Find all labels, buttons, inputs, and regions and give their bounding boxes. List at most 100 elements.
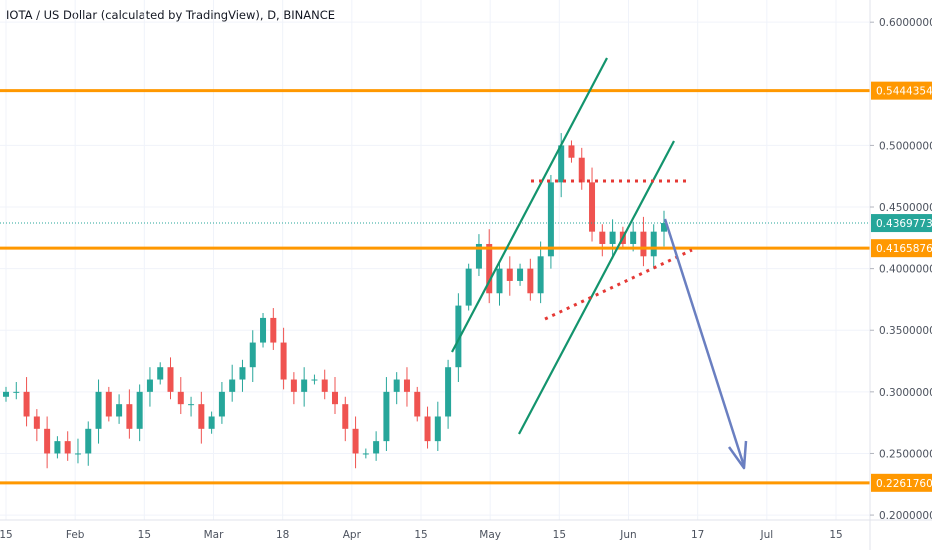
candle-body	[301, 379, 308, 392]
last-price-label: 0.43697731	[876, 218, 932, 230]
candle-body	[146, 379, 153, 392]
candle-body	[64, 441, 71, 454]
candle-body	[167, 367, 174, 392]
candle-body	[44, 428, 51, 454]
x-tick-label: Mar	[204, 529, 224, 541]
candle-body	[188, 404, 195, 406]
candle-body	[496, 268, 503, 294]
candle-body	[403, 379, 410, 392]
candle-body	[630, 231, 637, 244]
y-tick-label: 0.25000000	[879, 448, 932, 460]
trend-dotted-line	[544, 248, 693, 321]
x-tick-label: 18	[276, 529, 289, 541]
candle-body	[393, 379, 400, 392]
candle-body	[85, 428, 92, 454]
candle-body	[640, 231, 647, 257]
candle-body	[373, 441, 380, 454]
grid	[0, 0, 870, 520]
candle-body	[537, 256, 544, 294]
level-price-tag	[871, 239, 932, 258]
candle-body	[13, 391, 20, 393]
candle-body	[229, 379, 236, 392]
candle-body	[383, 391, 390, 442]
level-price-tag	[871, 473, 932, 492]
candle-body	[568, 145, 575, 158]
candle-body	[578, 157, 585, 183]
candle-body	[3, 391, 9, 397]
projection-arrow-head	[727, 440, 748, 470]
candle-body	[527, 268, 534, 294]
candle-body	[126, 404, 133, 429]
candle-body	[650, 231, 657, 257]
candle-body	[609, 231, 616, 244]
candle-body	[290, 379, 297, 392]
candle-body	[547, 182, 554, 257]
candle-body	[321, 379, 328, 392]
x-tick-label: 17	[691, 529, 704, 541]
x-tick-label: 15	[829, 529, 842, 541]
channel-lower-line	[518, 140, 675, 435]
level-price-label: 0.22617609	[876, 478, 932, 490]
candle-body	[424, 416, 431, 442]
projection-arrow-line	[663, 218, 746, 467]
y-tick-label: 0.50000000	[879, 140, 932, 152]
y-tick-label: 0.35000000	[879, 325, 932, 337]
candle-body	[95, 391, 102, 429]
x-tick-label: May	[479, 529, 501, 541]
chart-title: IOTA / US Dollar (calculated by TradingV…	[6, 8, 336, 22]
x-tick-label: Feb	[66, 529, 85, 541]
candle-body	[116, 404, 123, 417]
candle-body	[332, 391, 338, 405]
last-price-tag	[871, 214, 932, 233]
candle-body	[280, 342, 287, 380]
candle-body	[352, 428, 359, 454]
candle-body	[74, 453, 81, 455]
candle-body	[465, 268, 472, 306]
x-tick-label: Jul	[759, 529, 773, 541]
candle-body	[486, 243, 493, 294]
candle-body	[434, 416, 441, 442]
candle-body	[23, 391, 30, 417]
candles	[3, 133, 667, 469]
candle-body	[198, 404, 205, 429]
x-tick-label: Apr	[343, 529, 362, 541]
candle-body	[661, 223, 667, 232]
time-axis: 15 Feb 15 Mar 18 Apr 15 May 15 Jun 17 Jul 15	[0, 529, 843, 541]
y-tick-label: 0.20000000	[879, 510, 932, 522]
candle-body	[270, 317, 277, 343]
channel-upper-line	[451, 57, 608, 353]
candle-body	[558, 145, 565, 183]
candle-body	[260, 317, 267, 343]
candle-body	[455, 305, 462, 368]
level-price-label: 0.54443541	[876, 86, 932, 98]
candle-body	[362, 453, 369, 455]
candle-body	[33, 416, 40, 429]
candle-body	[208, 416, 215, 429]
y-tick-label: 0.30000000	[879, 387, 932, 399]
candle-body	[136, 391, 143, 429]
x-tick-label: 15	[138, 529, 151, 541]
y-tick-label: 0.45000000	[879, 202, 932, 214]
candle-body	[414, 391, 421, 417]
y-tick-label: 0.40000000	[879, 264, 932, 276]
candle-body	[54, 441, 61, 454]
candle-body	[445, 367, 452, 417]
level-price-label: 0.41658765	[876, 243, 932, 255]
drawings	[451, 57, 748, 470]
candle-body	[249, 342, 256, 368]
candle-body	[475, 243, 482, 269]
candle-body	[218, 391, 225, 417]
candle-body	[342, 404, 349, 429]
candle-body	[589, 182, 596, 232]
x-tick-label: 15	[0, 529, 13, 541]
x-tick-label: Jun	[619, 529, 636, 541]
level-price-tag	[871, 81, 932, 100]
candle-body	[157, 367, 164, 380]
candle-body	[517, 268, 524, 281]
candle-body	[311, 379, 318, 381]
candle-body	[105, 391, 112, 417]
candle-body	[506, 268, 513, 281]
candle-body	[599, 231, 606, 244]
